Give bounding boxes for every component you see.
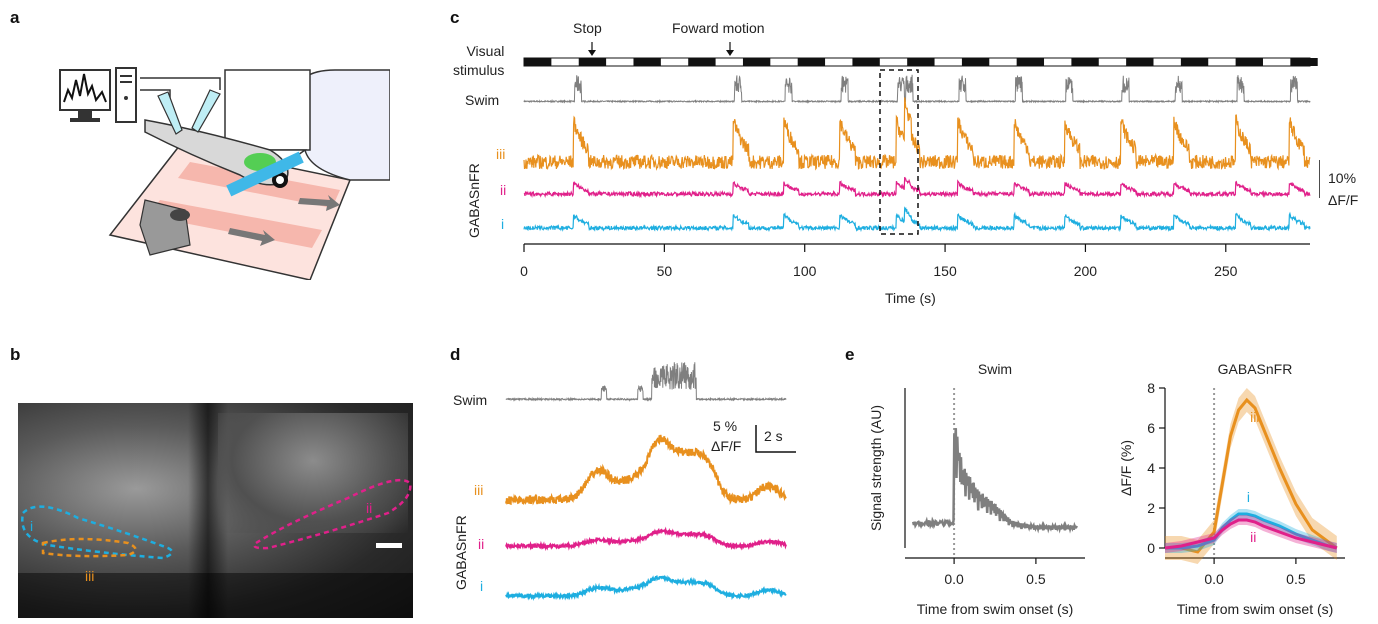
stimulus-dark-segment	[961, 58, 990, 66]
e-xtick-label: 0.5	[1286, 571, 1306, 587]
e-series-label-ii: ii	[1250, 529, 1256, 545]
panel-e-plot: 0.0 0.5 Swim Time from swim onset (s) Signal…	[868, 361, 1345, 617]
roi-label-ii: ii	[366, 500, 373, 516]
e-series-ii	[1164, 518, 1338, 550]
stop-label: Stop	[573, 20, 602, 36]
scalebar-c-label-2: ΔF/F	[1328, 192, 1359, 208]
visual-stimulus-bar	[523, 57, 1318, 67]
e-swim-trace	[911, 428, 1078, 534]
d-trace-iii	[505, 434, 787, 506]
stimulus-dark-segment	[1126, 58, 1154, 66]
panel-letter-e: e	[845, 345, 855, 364]
stimulus-dark-segment	[1235, 58, 1263, 66]
e-xlabel: Time from swim onset (s)	[1177, 601, 1334, 617]
trace-label-i: i	[501, 216, 505, 232]
panel-c-plot: 0 50 100 150 200 250	[520, 42, 1320, 279]
roi-outline-ii	[253, 478, 412, 550]
e-xlabel: Time from swim onset (s)	[917, 601, 1074, 617]
visual-stimulus-label-line2: stimulus	[453, 62, 505, 78]
e-title: GABASnFR	[1218, 361, 1293, 377]
stimulus-dark-segment	[1290, 58, 1318, 66]
c-xtick-label: 250	[1214, 263, 1238, 279]
c-trace-ii	[523, 176, 1311, 199]
d-trace-ii	[505, 526, 787, 552]
trace-label-ii: ii	[500, 182, 507, 198]
c-xtick-label: 100	[793, 263, 817, 279]
d-scale-y-label-2: ΔF/F	[711, 438, 742, 454]
c-xlabel: Time (s)	[885, 290, 936, 306]
d-trace-label-i: i	[480, 578, 484, 594]
stimulus-dark-segment	[852, 58, 880, 66]
panel-letter-c: c	[450, 8, 460, 27]
e-ytick-label: 8	[1147, 380, 1155, 396]
trace-label-iii: iii	[496, 146, 506, 162]
roi-label-i: i	[30, 518, 34, 534]
c-xtick-label: 150	[933, 263, 957, 279]
zoom-box	[879, 69, 919, 235]
scale-bar	[376, 543, 402, 548]
visual-stimulus-label: Visual stimulus	[453, 42, 504, 80]
monitor-icon	[59, 69, 111, 122]
e-right-ylabel: ΔF/F (%)	[1118, 440, 1134, 496]
stimulus-dark-segment	[907, 58, 935, 66]
roi-label-iii: iii	[85, 568, 95, 584]
stimulus-dark-segment	[742, 58, 771, 66]
stimulus-dark-segment	[1016, 58, 1045, 66]
computer-tower-icon	[115, 67, 137, 123]
e-xtick-label: 0.5	[1026, 571, 1046, 587]
d-swim-trace	[505, 362, 787, 402]
pipette-icon	[157, 89, 221, 135]
e-ytick-label: 2	[1147, 500, 1155, 516]
e-left-ylabel: Signal strength (AU)	[868, 405, 884, 531]
e-xtick-label: 0.0	[944, 571, 964, 587]
forward-motion-label: Foward motion	[672, 20, 765, 36]
stimulus-dark-segment	[633, 58, 661, 66]
gabasnfr-label: GABASnFR	[466, 163, 482, 238]
zebrafish-larva	[144, 119, 304, 197]
roi-outline-iii	[41, 537, 137, 558]
c-trace-i	[523, 206, 1311, 233]
c-xtick-label: 50	[657, 263, 673, 279]
roi-outline-i	[21, 505, 174, 560]
d-swim-label: Swim	[453, 392, 488, 408]
panel-letter-a: a	[10, 8, 20, 27]
scalebar-c-label-1: 10%	[1328, 170, 1357, 186]
roi-overlay	[21, 478, 412, 560]
d-trace-i	[505, 574, 787, 601]
stimulus-dark-segment	[524, 58, 552, 66]
d-gabasnfr-label: GABASnFR	[453, 515, 469, 590]
d-trace-label-ii: ii	[478, 536, 485, 552]
stimulus-dark-segment	[1071, 58, 1099, 66]
c-swim-trace	[523, 74, 1311, 104]
scale-bar-d	[755, 425, 796, 453]
d-scale-x-label: 2 s	[764, 428, 783, 444]
e-ytick-label: 6	[1147, 420, 1155, 436]
d-scale-y-label: 5 %	[713, 418, 738, 434]
c-trace-iii	[523, 97, 1311, 171]
setup-schematic	[59, 67, 390, 280]
e-title: Swim	[978, 361, 1012, 377]
stimulus-dark-segment	[578, 58, 607, 66]
swim-label: Swim	[465, 92, 500, 108]
panel-d-plot	[505, 362, 796, 601]
d-trace-label-iii: iii	[474, 482, 484, 498]
c-xtick-label: 0	[520, 263, 528, 279]
c-xtick-label: 200	[1074, 263, 1098, 279]
stimulus-dark-segment	[1180, 58, 1209, 66]
e-xtick-label: 0.0	[1204, 571, 1224, 587]
projector-icon	[139, 199, 191, 256]
e-series-label-i: i	[1247, 489, 1250, 505]
e-error-band-ii	[1165, 515, 1337, 553]
e-series-i	[1165, 512, 1338, 550]
panel-letter-b: b	[10, 345, 21, 364]
visual-stimulus-label-line1: Visual	[466, 43, 505, 59]
panel-letter-d: d	[450, 345, 461, 364]
e-ytick-label: 4	[1147, 460, 1155, 476]
stimulus-dark-segment	[797, 58, 826, 66]
e-series-label-iii: iii	[1250, 409, 1259, 425]
e-ytick-label: 0	[1147, 540, 1155, 556]
stimulus-dark-segment	[688, 58, 716, 66]
